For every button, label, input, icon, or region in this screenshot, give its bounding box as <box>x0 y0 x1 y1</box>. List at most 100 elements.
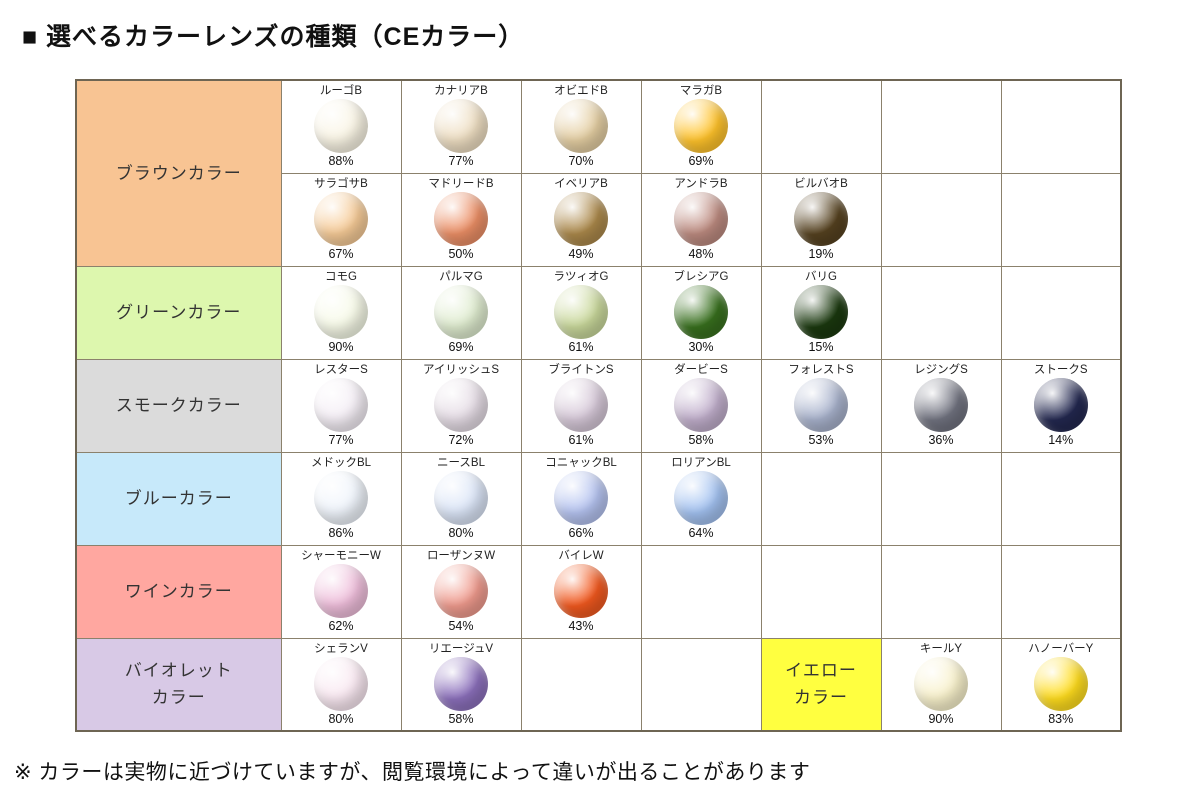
lens-name: シェランV <box>314 642 368 655</box>
lens-name: ルーゴB <box>319 85 363 97</box>
lens-cell: レジングS 36% <box>880 358 1002 453</box>
lens-cell: レスターS 77% <box>280 358 402 453</box>
lens-name: サラゴサB <box>314 177 368 190</box>
lens-percentage: 77% <box>328 432 354 447</box>
lens-name: フォレストS <box>788 363 854 376</box>
lens-percentage: 36% <box>928 432 954 447</box>
lens-name: ハノーバーY <box>1028 642 1094 655</box>
lens-name: パルマG <box>439 270 483 283</box>
lens-cell: ロリアンBL 64% <box>640 451 762 546</box>
lens-name: レジングS <box>914 363 968 376</box>
lens-swatch <box>1033 377 1088 432</box>
lens-name: ブライトンS <box>548 363 614 376</box>
empty-cell <box>760 544 882 639</box>
lens-swatch <box>674 470 728 525</box>
lens-cell: メドックBL 86% <box>280 451 402 546</box>
lens-cell: イベリアB 49% <box>520 172 642 267</box>
empty-cell <box>760 79 882 174</box>
lens-cell-content: カナリアB 77% <box>402 81 520 172</box>
lens-cell-content: イベリアB 49% <box>522 174 640 265</box>
lens-swatch <box>914 656 968 711</box>
lens-percentage: 72% <box>448 432 474 447</box>
category-label: ブルーカラー <box>75 451 282 546</box>
lens-cell: リエージュV 58% <box>400 637 522 732</box>
lens-name: オビエドB <box>554 85 608 97</box>
lens-percentage: 61% <box>568 339 594 354</box>
lens-name: コニャックBL <box>545 456 617 469</box>
lens-percentage: 80% <box>448 525 474 540</box>
empty-cell <box>880 544 1002 639</box>
lens-swatch <box>554 191 608 246</box>
lens-swatch <box>434 563 488 618</box>
lens-percentage: 53% <box>808 432 834 447</box>
lens-swatch <box>554 563 608 618</box>
lens-cell: ストークS 14% <box>1000 358 1122 453</box>
lens-name: リエージュV <box>428 642 494 655</box>
lens-cell: ラツィオG 61% <box>520 265 642 360</box>
lens-percentage: 58% <box>688 432 714 447</box>
lens-cell: シャーモニーW 62% <box>280 544 402 639</box>
lens-cell-content: アイリッシュS 72% <box>402 360 520 451</box>
lens-percentage: 50% <box>448 246 474 261</box>
lens-percentage: 90% <box>328 339 354 354</box>
lens-percentage: 83% <box>1048 711 1074 726</box>
lens-percentage: 48% <box>688 246 714 261</box>
lens-cell: オビエドB 70% <box>520 79 642 174</box>
lens-swatch <box>314 284 368 339</box>
lens-cell-content: ニースBL 80% <box>402 453 520 544</box>
table-row: バイオレット カラー シェランV 80% リエージュV 58% イエロー カラー キールY 9… <box>75 637 1122 732</box>
lens-cell-content: シェランV 80% <box>282 639 400 730</box>
lens-percentage: 90% <box>928 711 954 726</box>
empty-cell <box>640 544 762 639</box>
lens-swatch <box>554 99 608 154</box>
lens-swatch <box>314 563 368 618</box>
table-row: サラゴサB 67% マドリードB 50% イベリアB 49% アンドラB 48% ビルバオB 19… <box>76 172 1122 267</box>
lens-swatch <box>434 284 488 339</box>
table-row: ブラウンカラー ルーゴB 88% カナリアB 77% オビエドB 70% マラガB 69% <box>75 79 1122 267</box>
lens-cell-content: パルマG 69% <box>402 267 520 358</box>
empty-cell <box>1000 172 1122 267</box>
lens-table-body: ブラウンカラー ルーゴB 88% カナリアB 77% オビエドB 70% マラガB 69% サラゴ… <box>75 79 1122 732</box>
lens-swatch <box>914 377 968 432</box>
lens-cell-content: キールY 90% <box>882 639 1000 730</box>
lens-cell: ブライトンS 61% <box>520 358 642 453</box>
lens-percentage: 30% <box>688 339 714 354</box>
lens-cell: マドリードB 50% <box>400 172 522 267</box>
lens-cell: パルマG 69% <box>400 265 522 360</box>
lens-cell-content: オビエドB 70% <box>522 81 640 172</box>
lens-cell-content: ブレシアG 30% <box>642 267 760 358</box>
lens-swatch <box>674 284 728 339</box>
lens-cell: バイレW 43% <box>520 544 642 639</box>
lens-cell: シェランV 80% <box>280 637 402 732</box>
lens-cell: ブレシアG 30% <box>640 265 762 360</box>
lens-name: カナリアB <box>434 85 488 97</box>
lens-cell-content: アンドラB 48% <box>642 174 760 265</box>
lens-percentage: 58% <box>448 711 474 726</box>
lens-cell: フォレストS 53% <box>760 358 882 453</box>
lens-swatch <box>314 191 368 246</box>
lens-swatch <box>434 191 488 246</box>
lens-name: ストークS <box>1033 363 1088 376</box>
lens-swatch <box>314 656 368 711</box>
lens-cell-content: サラゴサB 67% <box>282 174 400 265</box>
lens-percentage: 54% <box>448 618 474 633</box>
empty-cell <box>520 637 642 732</box>
page-title: ■ 選べるカラーレンズの種類（CEカラー） <box>22 23 525 51</box>
lens-cell: コニャックBL 66% <box>520 451 642 546</box>
lens-cell-content: マドリードB 50% <box>402 174 520 265</box>
lens-cell-content: メドックBL 86% <box>282 453 400 544</box>
lens-name: キールY <box>919 642 963 655</box>
lens-percentage: 88% <box>328 154 354 169</box>
lens-swatch <box>554 284 608 339</box>
lens-cell-content: シャーモニーW 62% <box>282 546 400 637</box>
lens-cell: ダービーS 58% <box>640 358 762 453</box>
lens-swatch <box>314 470 368 525</box>
lens-name: ラツィオG <box>553 270 609 283</box>
lens-swatch <box>794 284 848 339</box>
lens-cell: アンドラB 48% <box>640 172 762 267</box>
lens-swatch <box>314 99 368 154</box>
lens-percentage: 80% <box>328 711 354 726</box>
lens-percentage: 86% <box>328 525 354 540</box>
lens-cell: アイリッシュS 72% <box>400 358 522 453</box>
lens-name: マドリードB <box>428 177 494 190</box>
